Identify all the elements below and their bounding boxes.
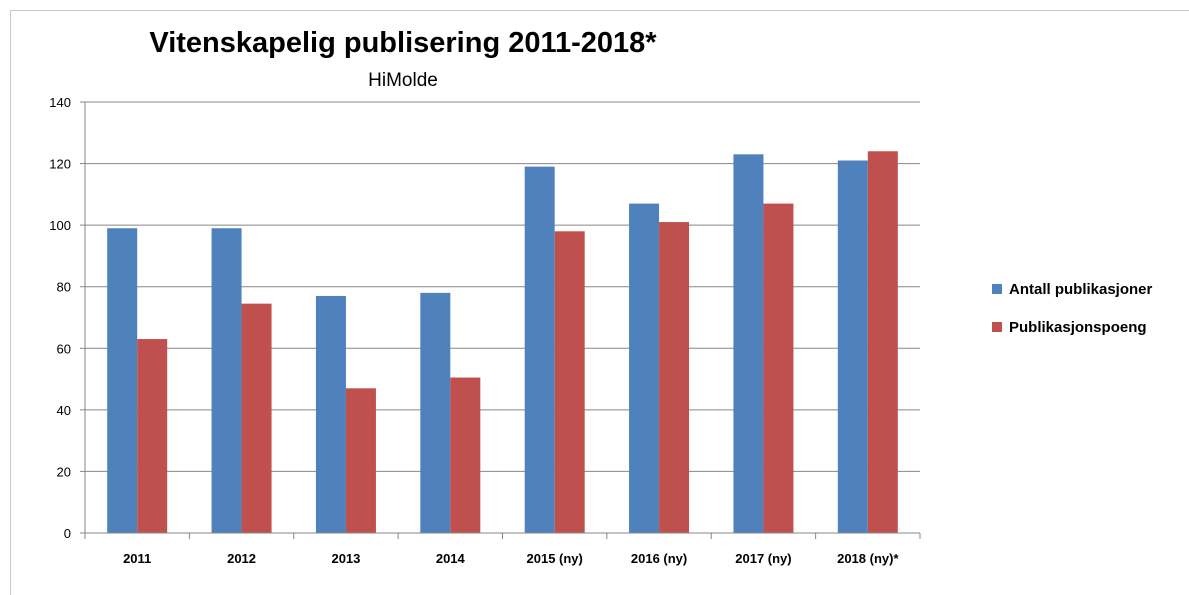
legend: Antall publikasjoner Publikasjonspoeng bbox=[992, 281, 1153, 336]
x-tick-label: 2011 bbox=[123, 551, 151, 566]
bar-poeng-5 bbox=[659, 222, 690, 534]
y-tick-label: 40 bbox=[57, 403, 71, 418]
chart-subtitle: HiMolde bbox=[368, 70, 438, 91]
legend-swatch-1 bbox=[992, 322, 1002, 332]
y-tick-label: 100 bbox=[49, 218, 71, 233]
bar-antall-7 bbox=[837, 160, 868, 533]
x-tick-label: 2017 (ny) bbox=[735, 551, 791, 566]
bar-antall-3 bbox=[420, 292, 451, 533]
legend-label-1: Publikasjonspoeng bbox=[1009, 319, 1147, 336]
gridlines bbox=[85, 101, 920, 472]
x-tick-label: 2016 (ny) bbox=[631, 551, 687, 566]
legend-label-0: Antall publikasjoner bbox=[1009, 281, 1153, 298]
bar-poeng-1 bbox=[241, 303, 272, 533]
x-tick-label: 2014 bbox=[436, 551, 466, 566]
bar-poeng-0 bbox=[137, 339, 168, 533]
bar-antall-5 bbox=[629, 203, 660, 534]
axes: 0 20 40 60 80 100 120 140 2011 2012 2013 2014 2015 (… bbox=[49, 95, 921, 566]
y-tick-label: 80 bbox=[57, 280, 71, 295]
bar-poeng-2 bbox=[345, 388, 376, 533]
bar-poeng-3 bbox=[450, 377, 481, 533]
y-tick-label: 120 bbox=[49, 157, 71, 172]
bar-poeng-6 bbox=[763, 203, 794, 534]
bar-antall-6 bbox=[733, 154, 764, 534]
bars bbox=[107, 151, 898, 534]
y-tick-label: 20 bbox=[57, 464, 71, 479]
legend-swatch-0 bbox=[992, 284, 1002, 294]
bar-antall-2 bbox=[315, 295, 346, 533]
chart-title: Vitenskapelig publisering 2011-2018* bbox=[149, 27, 657, 59]
x-tick-label: 2013 bbox=[331, 551, 360, 566]
x-tick-label: 2012 bbox=[227, 551, 256, 566]
bar-poeng-7 bbox=[867, 151, 898, 533]
x-tick-label: 2015 (ny) bbox=[527, 551, 583, 566]
bar-antall-0 bbox=[107, 228, 138, 533]
chart-frame bbox=[10, 10, 1189, 595]
y-tick-label: 140 bbox=[49, 95, 71, 110]
bar-antall-4 bbox=[524, 166, 555, 533]
y-tick-label: 60 bbox=[57, 341, 71, 356]
bar-poeng-4 bbox=[554, 231, 585, 534]
x-tick-label: 2018 (ny)* bbox=[837, 551, 899, 566]
y-tick-label: 0 bbox=[64, 526, 71, 541]
bar-antall-1 bbox=[211, 228, 242, 533]
